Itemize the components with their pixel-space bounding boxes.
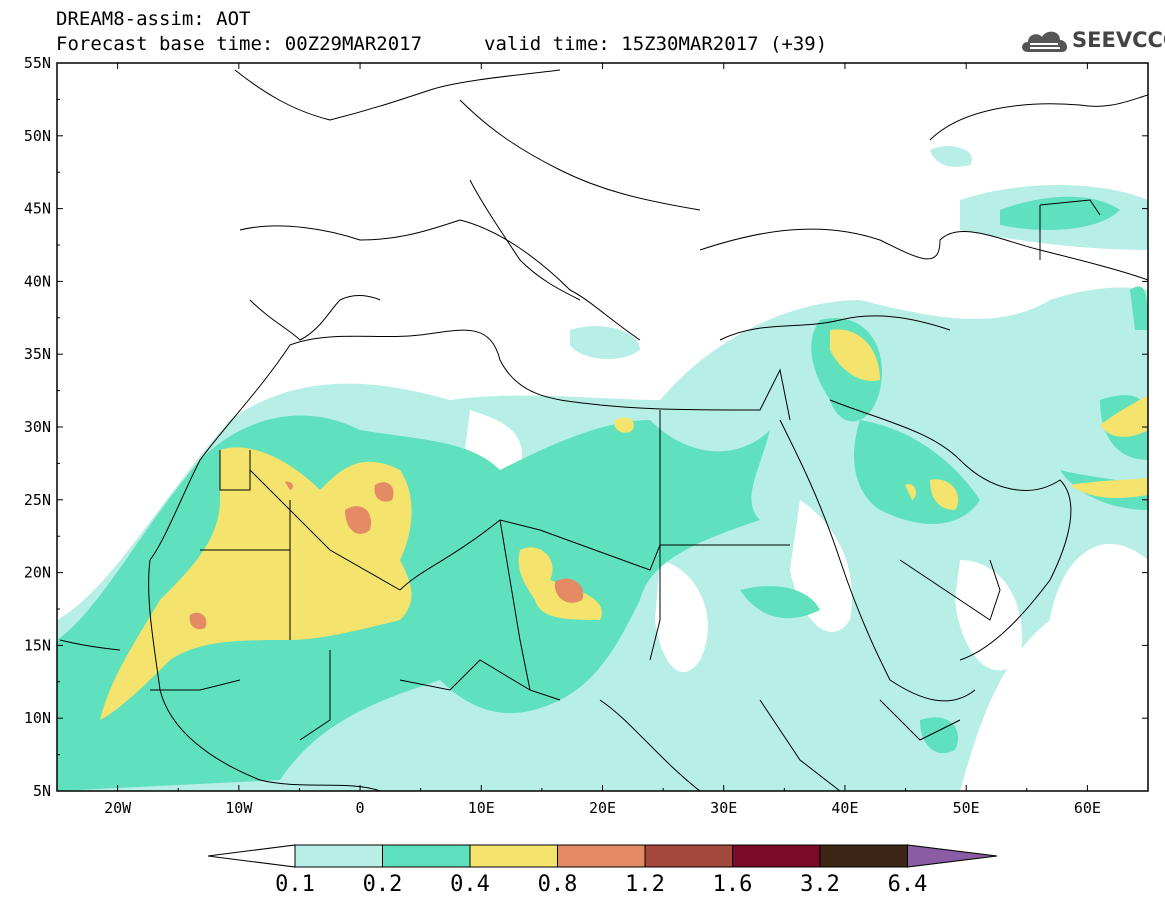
aot-band-0.4 <box>100 329 1148 720</box>
colorbar-level-label: 0.2 <box>362 872 403 897</box>
logo-text: SEEVCCC <box>1072 28 1165 52</box>
lon-tick-label: 30E <box>710 799 737 817</box>
aot-band-0.8 <box>189 481 584 630</box>
lat-tick-label: 5N <box>33 782 51 800</box>
map-title: DREAM8-assim: AOT <box>56 8 251 30</box>
colorbar-segment <box>732 844 821 868</box>
colorbar-under-arrow <box>207 844 296 868</box>
valid-time: valid time: 15Z30MAR2017 (+39) <box>484 33 828 55</box>
lat-tick-label: 55N <box>24 54 51 72</box>
lat-tick-label: 45N <box>24 200 51 218</box>
lon-tick-label: 20W <box>104 799 132 817</box>
colorbar-level-label: 0.1 <box>275 872 315 897</box>
country-borders <box>59 69 1148 791</box>
colorbar-level-label: 6.4 <box>887 872 928 897</box>
colorbar-level-label: 0.8 <box>537 872 578 897</box>
colorbar-segment <box>469 844 558 868</box>
lat-tick-label: 30N <box>24 418 51 436</box>
colorbar <box>207 844 998 868</box>
colorbar-segment <box>294 844 383 868</box>
colorbar-level-label: 1.6 <box>712 872 753 897</box>
lat-tick-label: 40N <box>24 272 51 290</box>
lat-axis: 55N 50N 45N 40N 35N 30N 25N 20N 15N 10N 5N <box>24 54 1148 800</box>
colorbar-over-arrow <box>907 844 998 868</box>
lat-tick-label: 20N <box>24 564 51 582</box>
lat-tick-label: 15N <box>24 636 51 654</box>
lon-tick-label: 60E <box>1074 799 1101 817</box>
colorbar-segment <box>819 844 908 868</box>
lat-tick-label: 10N <box>24 709 51 727</box>
lon-tick-label: 40E <box>831 799 858 817</box>
lon-tick-label: 10E <box>468 799 495 817</box>
lat-tick-label: 25N <box>24 491 51 509</box>
lon-axis: 20W 10W 0 10E 20E 30E 40E 50E 60E <box>104 63 1101 817</box>
colorbar-level-label: 1.2 <box>625 872 665 897</box>
colorbar-level-label: 0.4 <box>450 872 490 897</box>
colorbar-segment <box>557 844 646 868</box>
lon-tick-label: 50E <box>953 799 980 817</box>
lat-tick-label: 35N <box>24 345 51 363</box>
lat-tick-label: 50N <box>24 127 51 145</box>
cloud-icon <box>1022 31 1068 52</box>
lon-tick-label: 10W <box>225 799 253 817</box>
colorbar-segment <box>382 844 471 868</box>
colorbar-level-label: 3.2 <box>800 872 840 897</box>
forecast-base-time: Forecast base time: 00Z29MAR2017 <box>56 33 423 55</box>
lon-tick-label: 20E <box>589 799 616 817</box>
seevccc-logo: SEEVCCC <box>1018 24 1165 58</box>
colorbar-segment <box>644 844 733 868</box>
lon-tick-label: 0 <box>356 799 365 817</box>
